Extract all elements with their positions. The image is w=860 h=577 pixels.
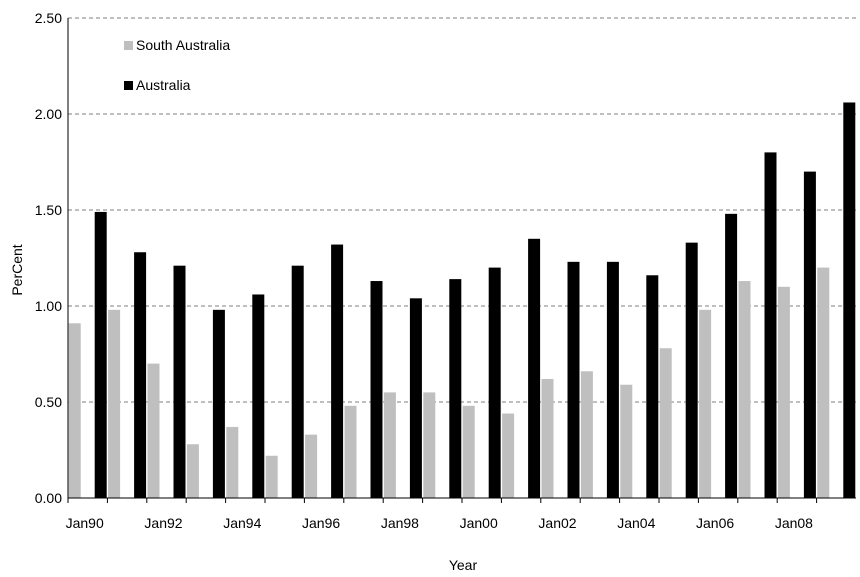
bar-australia-jan04: [646, 275, 659, 498]
bar-south-australia-jan94: [226, 426, 239, 498]
x-tick-label: Jan08: [775, 515, 813, 531]
bar-south-australia-jan00: [462, 405, 475, 498]
bar-south-australia-jan93: [186, 444, 199, 498]
bar-australia-jan07: [764, 152, 777, 498]
bar-australia-jan94: [252, 294, 265, 498]
bar-south-australia-jan06: [699, 309, 712, 498]
bar-south-australia-jan05: [659, 348, 672, 498]
bar-south-australia-jan09: [817, 267, 830, 498]
y-axis-title: PerCent: [9, 244, 25, 295]
bar-australia-jan08: [803, 171, 816, 498]
bar-south-australia-jan98: [383, 392, 396, 498]
bar-south-australia-jan95: [265, 455, 278, 498]
bars: [68, 102, 856, 499]
bar-australia-jan91: [134, 252, 147, 498]
legend-label-south-australia: South Australia: [136, 37, 230, 53]
legend-label-australia: Australia: [136, 77, 191, 93]
bar-south-australia-jan90: [68, 323, 81, 498]
bar-south-australia-jan91: [108, 309, 121, 498]
bar-south-australia-jan08: [777, 286, 790, 498]
bar-australia-jan05: [685, 242, 698, 498]
bar-south-australia-jan02: [541, 378, 554, 498]
bar-australia-jan93: [212, 309, 225, 498]
bar-south-australia-jan99: [423, 392, 436, 498]
bar-australia-jan99: [449, 279, 462, 498]
x-tick-label: Jan96: [302, 515, 340, 531]
bar-australia-jan92: [173, 265, 186, 498]
y-tick-label: 0.00: [35, 490, 62, 506]
legend-swatch-south-australia: [124, 41, 133, 50]
y-tick-label: 2.50: [35, 10, 62, 26]
y-tick-label: 1.00: [35, 298, 62, 314]
bar-south-australia-jan97: [344, 405, 357, 498]
bar-australia-jan96: [331, 244, 344, 498]
bar-australia-jan06: [725, 213, 738, 498]
bar-australia-jan01: [528, 238, 541, 499]
y-tick-label: 0.50: [35, 394, 62, 410]
bar-australia-jan95: [291, 265, 304, 498]
y-tick-labels: 0.00 0.50 1.00 1.50 2.00 2.50: [35, 10, 62, 506]
bar-south-australia-jan07: [738, 281, 751, 498]
bar-australia-jan09: [843, 102, 856, 498]
bar-south-australia-jan03: [580, 371, 593, 498]
x-tick-label: Jan98: [381, 515, 419, 531]
bar-australia-jan90: [94, 211, 107, 499]
x-tick-label: Jan04: [617, 515, 655, 531]
bar-australia-jan97: [370, 281, 383, 498]
x-tick-label: Jan90: [66, 515, 104, 531]
axes: [67, 18, 856, 503]
bar-south-australia-jan92: [147, 363, 160, 498]
bar-australia-jan02: [567, 261, 580, 498]
y-tick-label: 1.50: [35, 202, 62, 218]
x-tick-labels: Jan90 Jan92 Jan94 Jan96 Jan98 Jan00 Jan02 Jan04…: [66, 515, 814, 531]
bar-australia-jan00: [488, 267, 501, 498]
grid-lines: [68, 17, 856, 403]
bar-australia-jan98: [409, 298, 422, 498]
x-tick-label: Jan92: [144, 515, 182, 531]
legend: South Australia Australia: [124, 37, 230, 93]
x-tick-label: Jan00: [460, 515, 498, 531]
x-axis-title: Year: [449, 557, 478, 573]
y-tick-label: 2.00: [35, 106, 62, 122]
bar-south-australia-jan04: [620, 384, 633, 498]
x-tick-label: Jan06: [696, 515, 734, 531]
x-tick-label: Jan02: [538, 515, 576, 531]
bar-australia-jan03: [606, 261, 619, 498]
bar-south-australia-jan96: [305, 434, 318, 498]
bar-south-australia-jan01: [502, 413, 515, 498]
legend-swatch-australia: [124, 81, 133, 90]
x-tick-label: Jan94: [223, 515, 261, 531]
